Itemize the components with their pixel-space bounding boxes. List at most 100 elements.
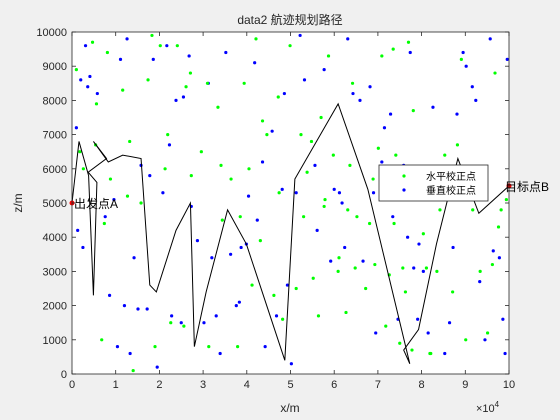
vertical-correction-point: [161, 191, 165, 195]
horizontal-correction-point: [184, 85, 188, 89]
vertical-correction-point: [289, 362, 293, 366]
vertical-correction-point: [79, 78, 83, 82]
horizontal-correction-point: [90, 40, 95, 44]
vertical-correction-point: [388, 112, 393, 116]
vertical-correction-point: [443, 351, 447, 356]
horizontal-correction-point: [105, 50, 109, 55]
horizontal-correction-point: [139, 201, 143, 205]
y-axis-ticks: 0 1000 2000 3000 4000 5000 6000 7000 8000 9000 100…: [36, 27, 509, 381]
x-tick-label: 5: [287, 379, 293, 391]
y-tick-label: 4000: [43, 232, 67, 244]
horizontal-correction-point: [128, 139, 132, 144]
horizontal-correction-point: [376, 146, 380, 150]
x-tick-label: 10: [503, 379, 515, 391]
vertical-correction-point: [455, 112, 459, 116]
horizontal-correction-point: [219, 163, 223, 167]
horizontal-correction-point: [459, 57, 463, 61]
legend-box: [378, 164, 489, 202]
horizontal-correction-point: [355, 215, 359, 219]
horizontal-correction-point: [380, 54, 384, 58]
horizontal-correction-point: [406, 40, 411, 44]
x-tick-label: 3: [200, 379, 206, 391]
horizontal-correction-point: [451, 290, 455, 294]
horizontal-correction-point: [229, 177, 233, 181]
horizontal-correction-point: [108, 177, 113, 181]
vertical-correction-point: [218, 351, 222, 356]
vertical-correction-point: [371, 191, 376, 195]
vertical-correction-point: [332, 187, 336, 191]
y-tick-label: 5000: [43, 198, 67, 210]
horizontal-correction-point: [421, 232, 425, 236]
vertical-correction-point: [83, 44, 88, 48]
x-axis-ticks: 0 1 2 3 4 5 6 7 8 9 10: [69, 32, 515, 391]
horizontal-correction-point: [443, 153, 447, 157]
vertical-correction-point: [210, 256, 214, 260]
vertical-correction-point: [174, 98, 178, 102]
vertical-correction-point: [351, 91, 355, 96]
vertical-correction-point: [421, 269, 425, 273]
horizontal-correction-point: [150, 33, 154, 38]
annotation-target-point: 目标点B: [505, 180, 549, 194]
horizontal-correction-point: [353, 266, 357, 270]
vertical-correction-point: [246, 194, 251, 198]
vertical-correction-point: [426, 331, 430, 335]
vertical-correction-point: [76, 228, 80, 232]
vertical-correction-point: [165, 44, 169, 48]
vertical-correction-point: [170, 314, 174, 318]
horizontal-correction-point: [373, 262, 377, 267]
vertical-correction-point: [464, 64, 468, 68]
legend-marker-vertical: [402, 188, 406, 192]
horizontal-correction-point: [74, 68, 78, 72]
vertical-correction-point: [115, 345, 120, 349]
y-axis-label: z/m: [11, 193, 25, 212]
horizontal-correction-point: [344, 310, 348, 315]
horizontal-correction-point: [336, 269, 340, 273]
vertical-correction-point: [368, 85, 372, 89]
vertical-correction-point: [148, 174, 152, 178]
horizontal-correction-point: [319, 115, 323, 120]
vertical-correction-point: [451, 245, 455, 250]
vertical-correction-point: [461, 50, 465, 55]
vertical-correction-point: [229, 252, 233, 256]
horizontal-correction-point: [205, 81, 210, 85]
vertical-correction-point: [483, 338, 487, 342]
vertical-correction-point: [181, 95, 186, 99]
horizontal-correction-point: [311, 276, 315, 280]
horizontal-correction-point: [78, 150, 82, 154]
vertical-correction-point: [122, 304, 127, 308]
y-tick-label: 9000: [43, 61, 67, 73]
horizontal-correction-points: [74, 33, 508, 373]
horizontal-correction-point: [394, 153, 398, 157]
horizontal-correction-point: [189, 174, 193, 178]
horizontal-correction-point: [220, 218, 224, 222]
legend-marker-horizontal: [402, 174, 406, 178]
horizontal-correction-point: [424, 266, 429, 270]
horizontal-correction-point: [131, 368, 135, 373]
horizontal-correction-point: [276, 95, 280, 99]
vertical-correction-point: [337, 191, 342, 195]
horizontal-correction-point: [398, 341, 402, 345]
vertical-correction-point: [412, 266, 416, 270]
vertical-correction-point: [343, 245, 347, 250]
horizontal-correction-point: [153, 345, 157, 349]
horizontal-correction-point: [496, 225, 501, 229]
horizontal-correction-point: [265, 133, 269, 137]
vertical-correction-point: [234, 304, 238, 308]
horizontal-correction-point: [216, 105, 220, 109]
horizontal-correction-point: [260, 119, 265, 123]
vertical-correction-point: [298, 33, 302, 38]
vertical-correction-point: [346, 37, 350, 41]
horizontal-correction-point: [401, 266, 405, 270]
vertical-correction-point: [447, 321, 452, 325]
vertical-correction-point: [374, 331, 378, 335]
vertical-correction-point: [431, 105, 435, 109]
flight-path-line: [71, 102, 510, 364]
vertical-correction-point: [107, 293, 112, 297]
vertical-correction-point: [132, 256, 136, 260]
horizontal-correction-point: [322, 204, 326, 209]
vertical-correction-point: [280, 187, 284, 191]
horizontal-correction-point: [403, 290, 408, 294]
y-tick-label: 8000: [43, 95, 67, 107]
vertical-correction-point: [136, 307, 140, 311]
